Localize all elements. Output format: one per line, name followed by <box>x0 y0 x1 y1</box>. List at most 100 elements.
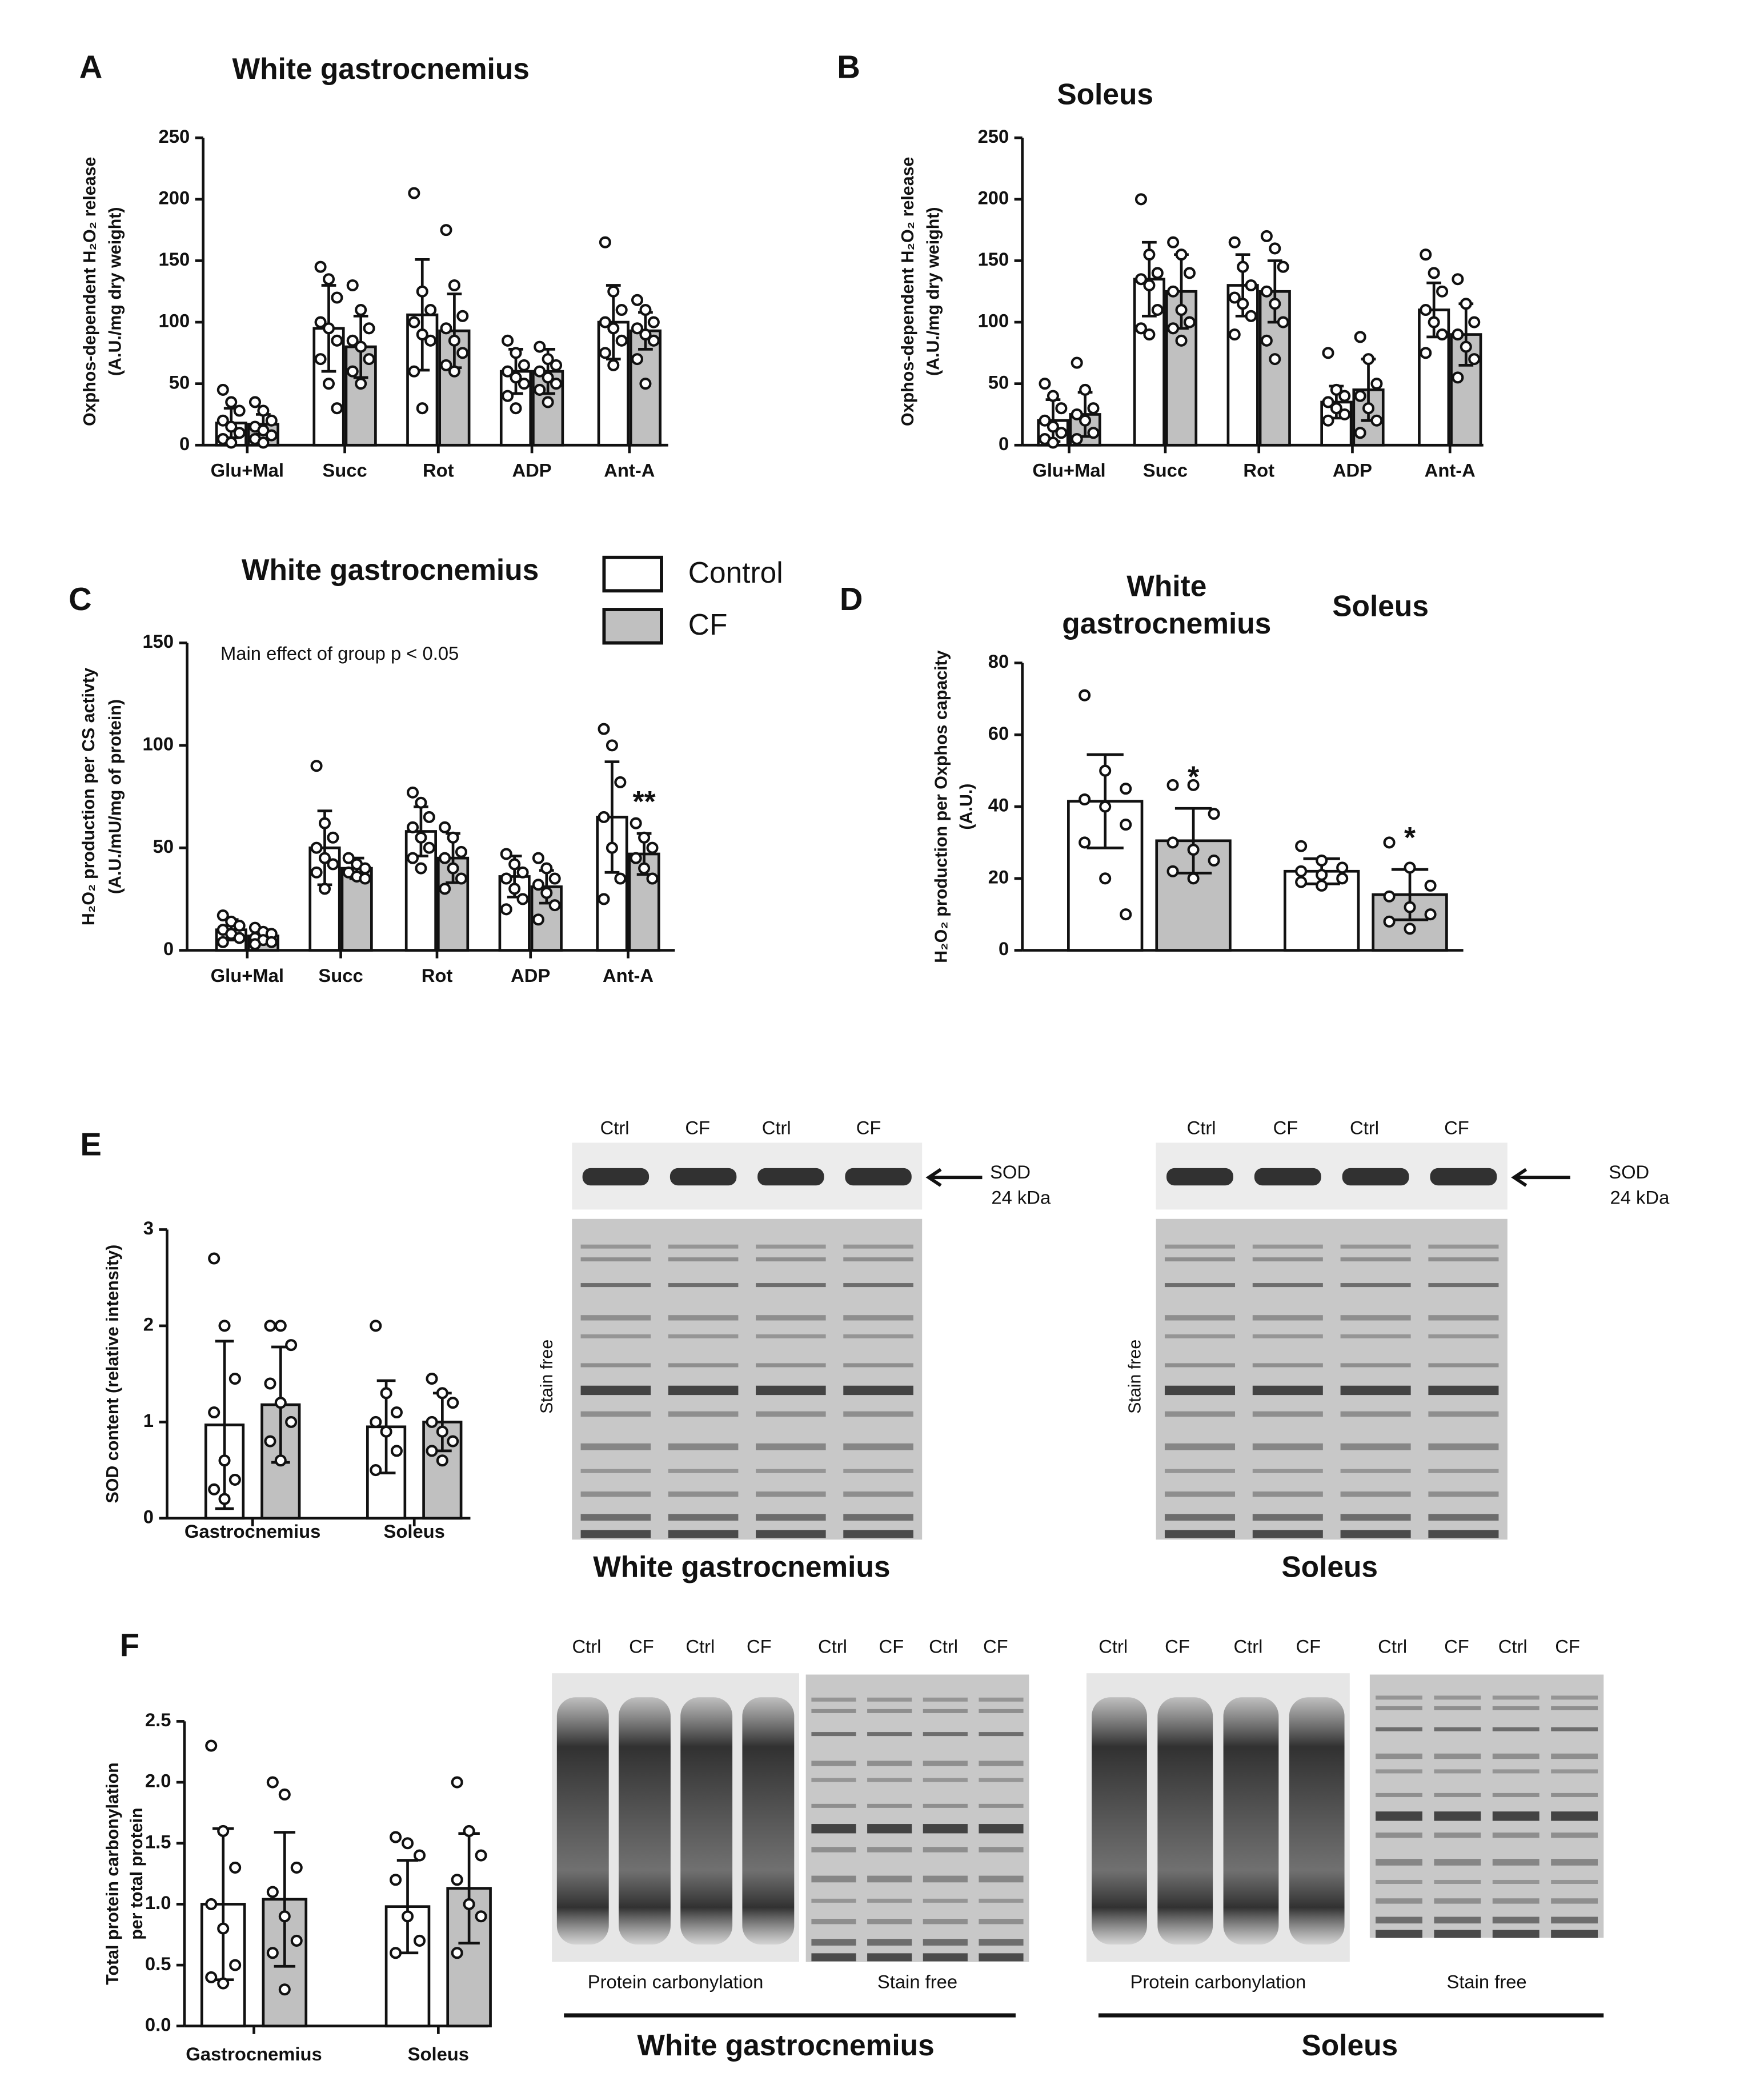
data-point <box>1420 303 1432 316</box>
data-point <box>1420 347 1432 359</box>
gel-band <box>580 1315 651 1321</box>
x-tick-label: Succ <box>318 965 363 986</box>
data-point <box>359 862 371 875</box>
data-point <box>355 303 367 316</box>
gel-band <box>1164 1491 1236 1497</box>
gel-band <box>1434 1916 1481 1924</box>
gel-band <box>756 1411 826 1417</box>
carbonylation-smear <box>556 1697 609 1945</box>
gel-band <box>867 1761 912 1766</box>
gel-band <box>979 1761 1024 1766</box>
gel-band <box>580 1443 651 1450</box>
data-point <box>516 893 529 905</box>
data-point <box>1428 267 1440 279</box>
data-point <box>1424 908 1437 921</box>
data-point <box>342 852 355 864</box>
carbonylation-label: Protein carbonylation <box>588 1971 764 1992</box>
data-point <box>615 334 628 347</box>
y-tick-label: 1.5 <box>145 1831 171 1852</box>
gel-band <box>1252 1244 1323 1249</box>
data-point <box>540 862 553 875</box>
data-point <box>1134 322 1147 335</box>
gel-band <box>580 1469 651 1473</box>
gel-band <box>1340 1491 1411 1497</box>
gel-band <box>1492 1859 1540 1866</box>
data-point <box>1087 427 1100 439</box>
data-point <box>448 365 460 378</box>
size-label: 24 kDa <box>1610 1186 1670 1208</box>
gel-band <box>1340 1385 1411 1396</box>
gel-band <box>668 1257 739 1262</box>
x-tick-label: Ant-A <box>1425 460 1476 481</box>
data-point <box>248 396 261 408</box>
carbonylation-smear <box>1289 1697 1345 1945</box>
data-point <box>205 1971 218 1983</box>
data-point <box>607 322 620 335</box>
gel-band <box>668 1530 739 1538</box>
data-point <box>1316 854 1328 867</box>
gel-band <box>1492 1793 1540 1797</box>
data-point <box>205 1898 218 1910</box>
data-point <box>1338 408 1351 420</box>
gel-band <box>923 1919 968 1924</box>
data-point <box>1277 260 1289 273</box>
y-tick-label: 150 <box>978 248 1009 270</box>
data-point <box>1228 291 1241 304</box>
gel-band <box>1428 1385 1499 1396</box>
data-point <box>1183 316 1196 328</box>
data-point <box>534 383 546 396</box>
data-point <box>355 340 367 353</box>
gel-band <box>1340 1257 1411 1262</box>
data-point <box>1167 236 1180 248</box>
data-point <box>615 303 628 316</box>
data-point <box>1175 248 1188 261</box>
data-point <box>540 887 553 899</box>
data-point <box>440 224 452 236</box>
carbonylation-smear <box>1092 1697 1147 1945</box>
y-axis-label: Total protein carbonylation <box>103 1762 122 1985</box>
data-point <box>1428 316 1440 328</box>
gel-band <box>1252 1491 1323 1497</box>
data-point <box>638 862 651 875</box>
gel-band <box>843 1514 913 1521</box>
gel-band <box>811 1697 856 1702</box>
data-point <box>451 1874 463 1886</box>
significance-mark: * <box>1404 821 1416 854</box>
data-point <box>217 1825 230 1837</box>
gel-band <box>1551 1930 1598 1938</box>
gel-band <box>1252 1411 1323 1417</box>
gel-band <box>1434 1769 1481 1774</box>
gel-band <box>1164 1283 1236 1288</box>
gel-band <box>1164 1514 1236 1521</box>
data-point <box>1269 242 1281 255</box>
gel-band <box>668 1469 739 1473</box>
data-point <box>1175 334 1188 347</box>
data-point <box>646 841 659 854</box>
gel-band <box>843 1411 913 1417</box>
gel-band <box>1252 1385 1323 1396</box>
gel-band <box>1428 1530 1499 1538</box>
lane-label: CF <box>629 1635 654 1657</box>
gel-band <box>1434 1706 1481 1710</box>
data-point <box>217 414 229 427</box>
data-point <box>1099 872 1112 885</box>
data-point <box>1452 371 1464 384</box>
data-point <box>606 739 618 752</box>
data-point <box>1460 340 1472 353</box>
data-point <box>248 938 261 951</box>
x-tick-label: Soleus <box>384 1521 445 1542</box>
gel-band <box>1428 1257 1499 1262</box>
y-tick-label: 1 <box>143 1410 154 1431</box>
data-point <box>631 353 644 366</box>
gel-band <box>756 1363 826 1368</box>
gel-band <box>1434 1811 1481 1821</box>
data-point <box>225 436 238 449</box>
data-point <box>322 322 335 335</box>
data-point <box>265 936 278 948</box>
data-point <box>439 852 451 864</box>
carbonylation-smear <box>619 1697 671 1945</box>
x-tick-label: ADP <box>1333 460 1372 481</box>
gel-band <box>923 1761 968 1766</box>
data-point <box>647 316 660 328</box>
gel-band <box>580 1530 651 1538</box>
